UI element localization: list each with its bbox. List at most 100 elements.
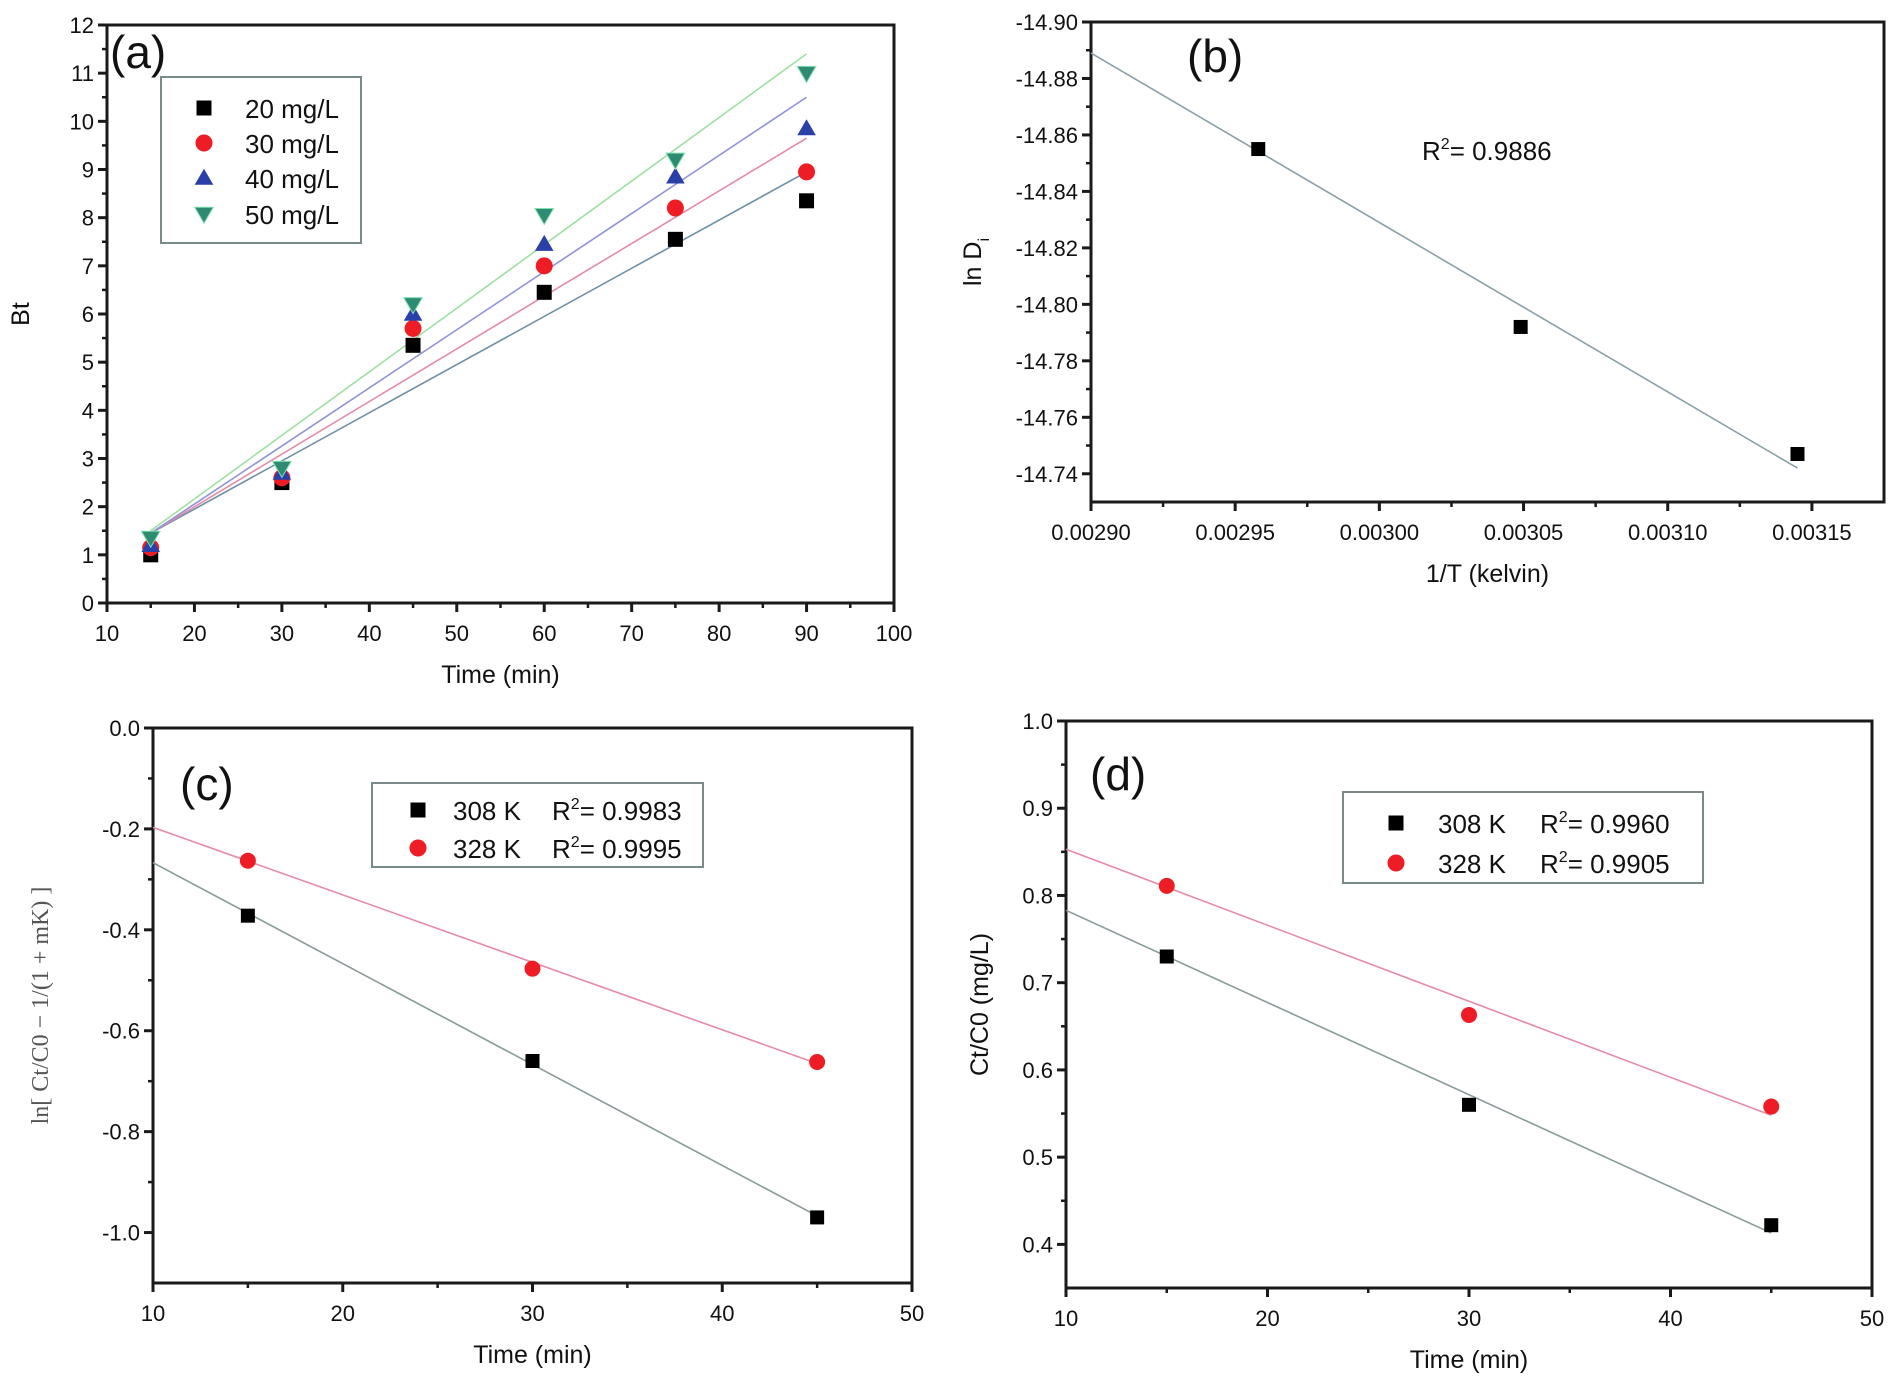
legend: 20 mg/L 30 mg/L 40 mg/L 50 mg/L (160, 76, 362, 244)
y-tick-label: 6 (82, 302, 94, 327)
legend-marker (409, 839, 427, 857)
y-tick-label: -14.74 (1016, 462, 1078, 487)
panel-label: (a) (110, 26, 166, 78)
x-axis-title: Time (min) (441, 661, 560, 689)
data-point (798, 163, 816, 181)
r2-symbol: R (552, 834, 571, 864)
panel-label: (c) (180, 758, 234, 810)
y-tick-label: 2 (82, 495, 94, 520)
y-tick-label: -14.88 (1016, 66, 1078, 91)
y-axis-title: ln[ Ct/C0 − 1/(1 + mK) ] (28, 887, 54, 1125)
data-point (1513, 319, 1528, 334)
r2-symbol: R (1540, 849, 1559, 879)
fit-line-0 (152, 862, 818, 1217)
fit-line-0 (1090, 52, 1798, 469)
y-tick-label: -1.0 (102, 1221, 140, 1246)
data-point (1461, 1006, 1477, 1023)
legend-label: 30 mg/L (245, 129, 339, 159)
data-point (1790, 447, 1805, 461)
data-point (810, 1210, 825, 1225)
legend-marker (1387, 854, 1405, 872)
y-tick-label: -14.76 (1016, 405, 1078, 430)
legend-label: 40 mg/L (245, 164, 339, 194)
legend-marker (194, 168, 214, 185)
y-tick-label: 0.9 (1022, 796, 1053, 821)
data-point (271, 460, 293, 479)
y-tick-label: -0.8 (102, 1120, 140, 1145)
y-tick-label: 0.5 (1022, 1145, 1053, 1170)
legend-label: 308 K (1438, 809, 1507, 839)
chart-panel-c: 10 20 30 40 50 0.0 -0.2 -0.4 -0.6 -0.8 -1.0 Time (m… (28, 716, 924, 1369)
r2-value: = 0.9960 (1568, 809, 1670, 839)
data-point (799, 193, 815, 209)
data-point (796, 65, 817, 84)
fit-line-2 (150, 96, 807, 534)
y-tick-label: 1 (82, 543, 94, 568)
r2-value: = 0.9886 (1450, 136, 1552, 166)
x-tick-label: 30 (270, 621, 294, 646)
y-tick-label: 7 (82, 254, 94, 279)
data-point (1763, 1098, 1780, 1115)
x-tick-label: 0.00310 (1628, 520, 1708, 545)
legend-marker (193, 206, 215, 225)
data-point (666, 199, 684, 217)
x-tick-label: 60 (532, 621, 556, 646)
plot-frame (1089, 20, 1886, 504)
y-tick-label: 0.0 (109, 716, 140, 741)
data-point (240, 908, 255, 923)
fit-line-1 (150, 137, 807, 534)
r2-value: = 0.9995 (580, 834, 682, 864)
x-axis-title: Time (min) (473, 1341, 592, 1369)
data-point (535, 257, 553, 275)
x-tick-label: 50 (445, 621, 469, 646)
x-axis-title: 1/T (kelvin) (1426, 560, 1549, 588)
x-tick-label: 50 (900, 1301, 924, 1326)
chart-panel-a: 10 20 30 40 50 60 70 80 90 1000123456789101112Tim… (7, 13, 912, 689)
r2-superscript: 2 (571, 796, 580, 813)
data-point (404, 319, 422, 337)
data-point (405, 337, 421, 353)
panel-label: (d) (1090, 748, 1146, 800)
legend-label: 50 mg/L (245, 200, 339, 230)
data-point (524, 960, 541, 977)
x-tick-label: 20 (182, 621, 206, 646)
y-tick-label: 0.7 (1022, 971, 1053, 996)
r2-superscript: 2 (571, 834, 580, 851)
x-axis-title: Time (min) (1410, 1346, 1529, 1374)
r2-value: = 0.9983 (580, 796, 682, 826)
legend-label: 328 K (1438, 849, 1507, 879)
legend-box (371, 782, 704, 868)
data-point (536, 284, 552, 300)
x-tick-label: 30 (1457, 1306, 1481, 1331)
x-tick-label: 70 (619, 621, 643, 646)
data-point (1764, 1218, 1779, 1233)
x-tick-label: 0.00305 (1484, 520, 1564, 545)
y-tick-label: -14.86 (1016, 123, 1078, 148)
y-tick-label: 3 (82, 447, 94, 472)
y-tick-label: 0.8 (1022, 883, 1053, 908)
fit-line-0 (150, 171, 807, 534)
data-point (402, 297, 424, 315)
data-point (797, 119, 816, 136)
y-axis-title-text: ln[ Ct/C0 − 1/(1 + mK) ] (28, 887, 54, 1125)
x-tick-label: 0.00315 (1772, 520, 1852, 545)
data-point (239, 852, 256, 869)
x-tick-label: 100 (876, 621, 913, 646)
y-tick-label: 0.4 (1022, 1232, 1053, 1257)
r2-superscript: 2 (1559, 809, 1568, 826)
y-tick-label: -0.4 (102, 918, 140, 943)
x-tick-label: 0.00290 (1051, 520, 1131, 545)
x-tick-label: 40 (1658, 1306, 1682, 1331)
chart-panel-d: 10 20 30 40 50 0.4 0.5 0.6 0.7 0.8 0.9 1.0 Time (min… (966, 709, 1884, 1374)
x-tick-label: 10 (95, 621, 119, 646)
legend-marker (196, 100, 212, 116)
y-tick-label: -14.90 (1016, 10, 1078, 35)
y-tick-label: 4 (82, 398, 94, 423)
r2-superscript: 2 (1559, 849, 1568, 866)
data-point (1251, 142, 1266, 157)
r2-symbol: R (1422, 136, 1441, 166)
legend-marker (410, 802, 426, 818)
fit-line-0 (1065, 909, 1772, 1234)
r2-superscript: 2 (1441, 136, 1450, 153)
data-point (534, 234, 554, 251)
